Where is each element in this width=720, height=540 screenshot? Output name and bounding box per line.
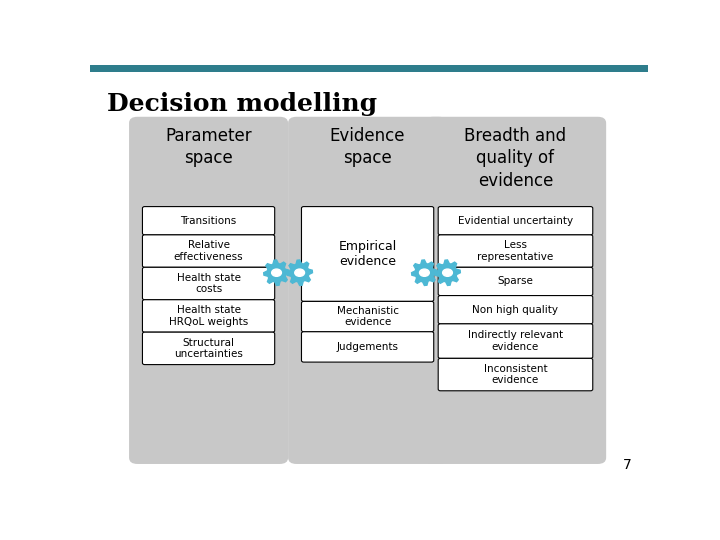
Text: Non high quality: Non high quality — [472, 305, 559, 315]
Polygon shape — [264, 260, 289, 286]
FancyBboxPatch shape — [90, 65, 648, 481]
Text: Empirical
evidence: Empirical evidence — [338, 240, 397, 268]
Text: Evidence
space: Evidence space — [330, 127, 405, 167]
Text: 7: 7 — [623, 458, 631, 472]
Text: Relative
effectiveness: Relative effectiveness — [174, 240, 243, 262]
FancyBboxPatch shape — [143, 332, 275, 365]
Polygon shape — [435, 260, 460, 286]
FancyBboxPatch shape — [438, 267, 593, 295]
FancyBboxPatch shape — [438, 359, 593, 391]
Circle shape — [271, 269, 282, 276]
FancyBboxPatch shape — [143, 235, 275, 267]
Circle shape — [443, 269, 452, 276]
FancyBboxPatch shape — [143, 300, 275, 332]
Text: Health state
HRQoL weights: Health state HRQoL weights — [169, 305, 248, 327]
Text: Decision modelling: Decision modelling — [107, 92, 377, 116]
Circle shape — [420, 269, 429, 276]
FancyBboxPatch shape — [90, 65, 648, 72]
FancyBboxPatch shape — [129, 117, 288, 464]
Text: Parameter
space: Parameter space — [166, 127, 252, 167]
Text: Inconsistent
evidence: Inconsistent evidence — [484, 364, 547, 386]
Text: Transitions: Transitions — [181, 215, 237, 226]
FancyBboxPatch shape — [288, 117, 447, 464]
FancyBboxPatch shape — [438, 324, 593, 359]
Text: Sparse: Sparse — [498, 276, 534, 286]
Text: Indirectly relevant
evidence: Indirectly relevant evidence — [468, 330, 563, 352]
Text: Structural
uncertainties: Structural uncertainties — [174, 338, 243, 359]
Circle shape — [294, 269, 305, 276]
Polygon shape — [287, 260, 312, 286]
FancyBboxPatch shape — [425, 117, 606, 464]
FancyBboxPatch shape — [302, 332, 433, 362]
Text: Evidential uncertainty: Evidential uncertainty — [458, 215, 573, 226]
FancyBboxPatch shape — [438, 295, 593, 324]
FancyBboxPatch shape — [143, 207, 275, 235]
FancyBboxPatch shape — [438, 235, 593, 267]
Text: Mechanistic
evidence: Mechanistic evidence — [337, 306, 399, 327]
Text: Breadth and
quality of
evidence: Breadth and quality of evidence — [464, 127, 567, 190]
FancyBboxPatch shape — [143, 267, 275, 300]
Text: Judgements: Judgements — [337, 342, 399, 352]
FancyBboxPatch shape — [438, 207, 593, 235]
Polygon shape — [412, 260, 437, 286]
FancyBboxPatch shape — [302, 301, 433, 332]
FancyBboxPatch shape — [302, 207, 433, 301]
Text: Health state
costs: Health state costs — [176, 273, 240, 294]
Text: Less
representative: Less representative — [477, 240, 554, 262]
